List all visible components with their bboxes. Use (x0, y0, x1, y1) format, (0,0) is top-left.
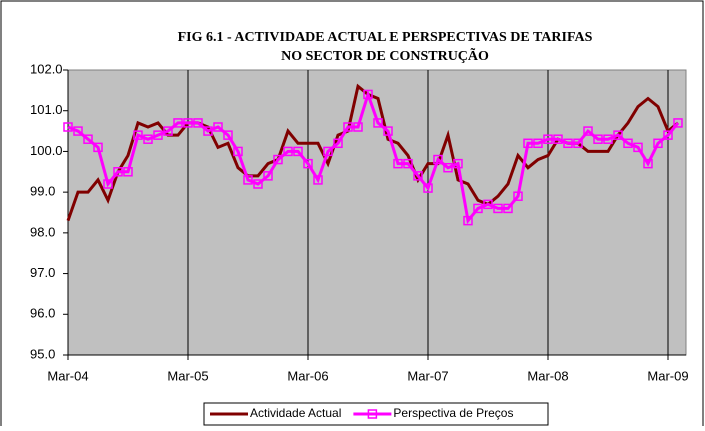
point-marker (563, 138, 573, 149)
point-marker (513, 191, 523, 201)
point-marker (323, 146, 333, 157)
point-marker (213, 122, 223, 132)
point-marker (253, 179, 263, 189)
point-marker (243, 175, 253, 185)
point-marker (653, 138, 663, 149)
y-tick-label: 95.0 (30, 346, 55, 361)
point-marker (223, 130, 233, 140)
point-marker (293, 146, 303, 157)
point-marker (553, 134, 563, 144)
point-marker (523, 138, 533, 149)
x-tick-label: Mar-05 (167, 368, 208, 383)
x-tick-label: Mar-09 (647, 368, 688, 383)
y-tick-label: 96.0 (30, 306, 55, 321)
point-marker (633, 142, 643, 153)
point-marker (533, 138, 543, 149)
point-marker (603, 134, 613, 144)
point-marker (383, 126, 393, 136)
point-marker (363, 89, 373, 100)
point-marker (643, 158, 653, 169)
plot-area (67, 69, 687, 356)
point-marker (333, 138, 343, 149)
legend-marker (367, 409, 378, 419)
point-marker (613, 130, 623, 140)
point-marker (143, 134, 153, 144)
point-marker (373, 118, 383, 128)
point-marker (123, 167, 133, 177)
point-marker (503, 203, 513, 214)
point-marker (113, 167, 123, 177)
point-marker (663, 130, 673, 140)
point-marker (423, 183, 433, 193)
point-marker (263, 171, 273, 181)
x-tick-label: Mar-06 (287, 368, 328, 383)
point-marker (303, 158, 313, 169)
point-marker (233, 146, 243, 157)
point-marker (173, 118, 183, 128)
point-marker (433, 154, 443, 165)
legend-label: Actividade Actual (250, 406, 341, 420)
point-marker (593, 134, 603, 144)
point-marker (473, 203, 483, 214)
x-tick-label: Mar-07 (407, 368, 448, 383)
x-tick-label: Mar-08 (527, 368, 568, 383)
y-tick-label: 98.0 (30, 224, 55, 239)
point-marker (443, 162, 453, 173)
x-tick-label: Mar-04 (47, 368, 88, 383)
point-marker (63, 122, 73, 132)
point-marker (493, 203, 503, 214)
y-tick-label: 101.0 (30, 102, 63, 117)
point-marker (103, 179, 113, 189)
point-marker (153, 130, 163, 140)
point-marker (403, 158, 413, 169)
point-marker (93, 142, 103, 153)
y-tick-label: 99.0 (30, 184, 55, 199)
point-marker (583, 126, 593, 136)
point-marker (193, 118, 203, 128)
y-tick-label: 102.0 (30, 61, 63, 76)
point-marker (453, 158, 463, 169)
point-marker (393, 158, 403, 169)
legend-label: Perspectiva de Preços (393, 406, 513, 420)
point-marker (283, 146, 293, 157)
point-marker (203, 126, 213, 136)
chart-title: FIG 6.1 - ACTIVIDADE ACTUAL E PERSPECTIV… (178, 30, 593, 45)
point-marker (463, 215, 473, 226)
series-line (67, 89, 680, 225)
point-marker (133, 130, 143, 140)
point-marker (483, 199, 493, 210)
point-marker (313, 175, 323, 185)
point-marker (183, 118, 193, 128)
y-tick-label: 100.0 (30, 143, 63, 158)
point-marker (83, 134, 93, 144)
point-marker (273, 154, 283, 165)
point-marker (73, 126, 83, 136)
point-marker (343, 122, 353, 132)
point-marker (673, 118, 683, 128)
point-marker (163, 126, 173, 136)
point-marker (353, 122, 363, 132)
y-tick-label: 97.0 (30, 265, 55, 280)
point-marker (573, 138, 583, 149)
chart-title: NO SECTOR DE CONSTRUÇÃO (281, 46, 489, 64)
point-marker (413, 171, 423, 181)
point-marker (623, 138, 633, 149)
point-marker (543, 134, 553, 144)
